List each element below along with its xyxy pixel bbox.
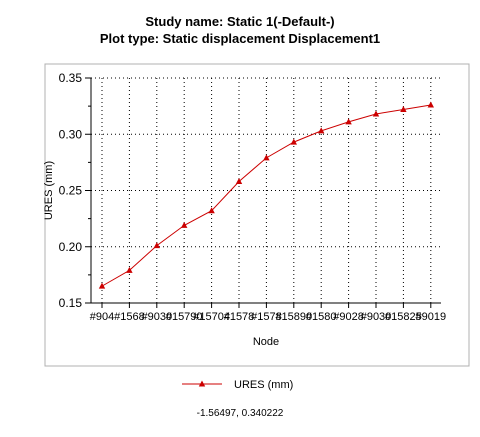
- legend-label: URES (mm): [234, 379, 293, 391]
- x-tick-label: #9030: [142, 311, 173, 323]
- x-tick-label: #15825: [385, 311, 422, 323]
- x-tick-label: #9019: [416, 311, 447, 323]
- chart-frame: [44, 63, 470, 367]
- data-point-marker: [181, 221, 188, 228]
- data-point-marker: [318, 127, 325, 134]
- data-point-marker: [400, 106, 407, 112]
- chart-title-study-name: Study name: Static 1(-Default-): [145, 14, 335, 29]
- chart-title-plot-type: Plot type: Static displacement Displacem…: [99, 31, 381, 46]
- y-axis-label: URES (mm): [43, 161, 55, 220]
- x-tick-label: #1578: [251, 311, 282, 323]
- data-point-marker: [235, 178, 243, 184]
- x-tick-label: #1568: [114, 311, 145, 323]
- data-point-marker: [263, 154, 270, 161]
- data-point-marker: [372, 110, 380, 117]
- legend-marker: [198, 380, 206, 387]
- x-axis-label: Node: [253, 336, 279, 348]
- x-tick-label: #904: [90, 311, 114, 323]
- data-point-marker: [98, 282, 106, 289]
- data-point-marker: [290, 138, 297, 145]
- y-tick-label: 0.30: [59, 127, 83, 141]
- data-point-marker: [345, 118, 352, 125]
- y-tick-label: 0.25: [59, 184, 83, 198]
- data-point-marker: [153, 242, 160, 249]
- x-tick-label: #1580: [306, 311, 337, 323]
- x-tick-label: #1578: [224, 311, 255, 323]
- x-tick-label: #15790: [166, 311, 203, 323]
- data-point-marker: [126, 266, 133, 273]
- x-tick-label: #15890: [275, 311, 312, 323]
- data-point-marker: [427, 101, 434, 108]
- data-point-marker: [208, 207, 215, 214]
- x-tick-label: #9028: [333, 311, 364, 323]
- x-tick-label: #9030: [361, 311, 392, 323]
- y-tick-label: 0.15: [59, 296, 83, 310]
- x-tick-label: #15704: [193, 311, 230, 323]
- y-tick-label: 0.35: [59, 71, 83, 85]
- y-tick-label: 0.20: [59, 240, 83, 254]
- coordinate-readout: -1.56497, 0.340222: [196, 408, 284, 419]
